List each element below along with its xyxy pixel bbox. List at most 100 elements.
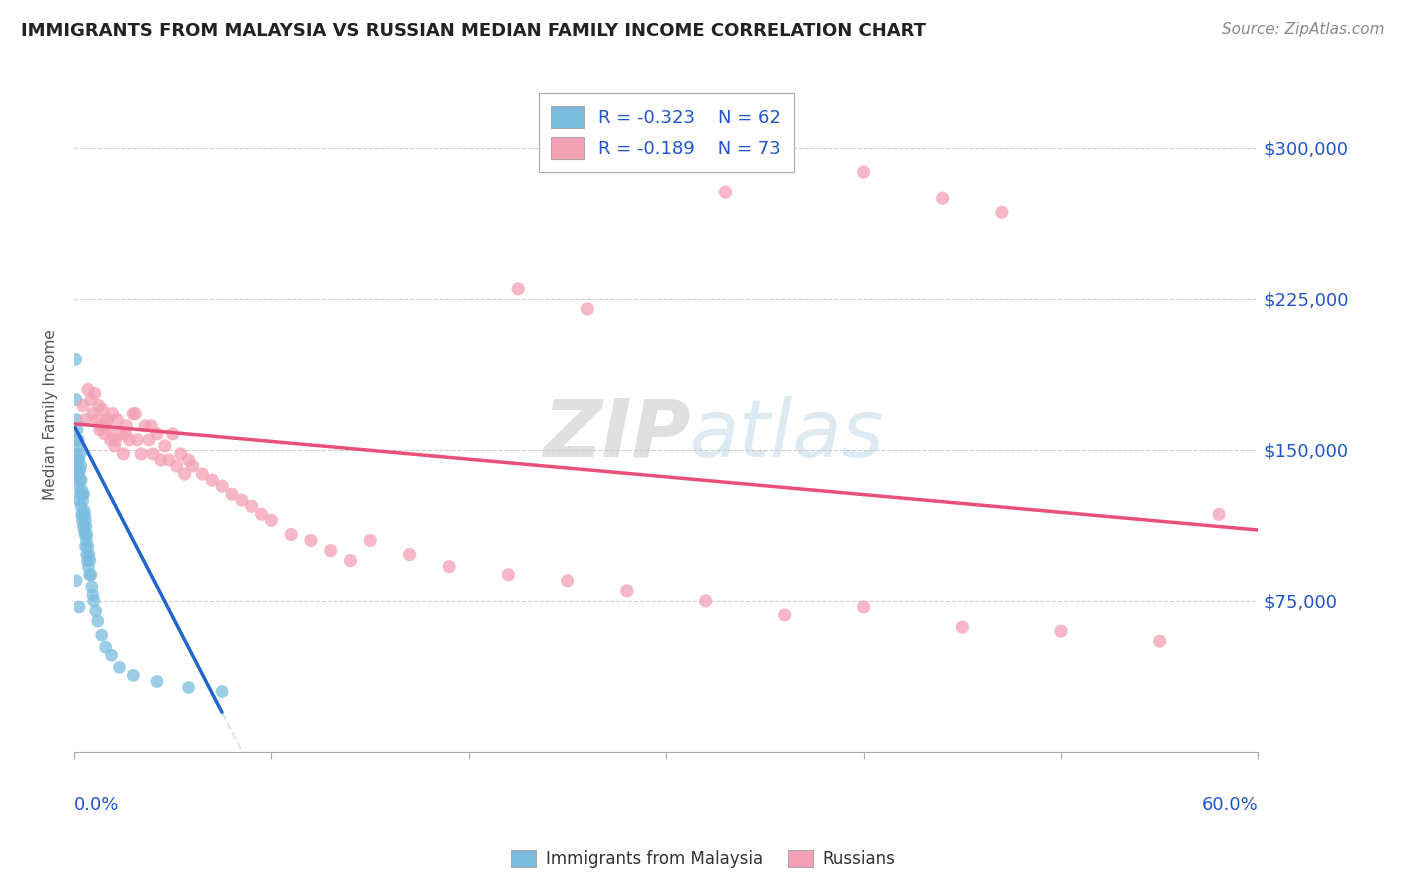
Point	[70, 473, 93, 487]
Point	[107, 413, 129, 427]
Point	[852, 165, 875, 179]
Point	[80, 580, 103, 594]
Point	[260, 513, 283, 527]
Point	[398, 548, 420, 562]
Point	[103, 439, 125, 453]
Point	[250, 508, 273, 522]
Point	[1208, 508, 1230, 522]
Point	[83, 386, 105, 401]
Point	[319, 543, 342, 558]
Point	[82, 407, 104, 421]
Point	[773, 607, 796, 622]
Point	[149, 453, 172, 467]
Point	[122, 668, 145, 682]
Point	[82, 588, 104, 602]
Point	[75, 513, 97, 527]
Point	[65, 352, 87, 367]
Point	[75, 533, 97, 548]
Point	[240, 500, 263, 514]
Point	[177, 453, 200, 467]
Point	[86, 413, 108, 427]
Point	[67, 599, 90, 614]
Point	[69, 487, 91, 501]
Point	[695, 594, 717, 608]
Point	[122, 407, 145, 421]
Point	[104, 433, 127, 447]
Point	[76, 548, 98, 562]
Point	[70, 487, 93, 501]
Point	[97, 413, 120, 427]
Point	[73, 413, 96, 427]
Point	[65, 413, 87, 427]
Text: atlas: atlas	[690, 396, 884, 474]
Point	[70, 500, 93, 514]
Point	[77, 559, 100, 574]
Point	[166, 458, 188, 473]
Point	[112, 447, 135, 461]
Point	[339, 554, 361, 568]
Point	[173, 467, 195, 481]
Y-axis label: Median Family Income: Median Family Income	[44, 329, 58, 500]
Point	[97, 423, 120, 437]
Point	[79, 554, 101, 568]
Point	[101, 407, 124, 421]
Point	[437, 559, 460, 574]
Point	[142, 447, 165, 461]
Point	[498, 567, 520, 582]
Point	[162, 426, 184, 441]
Point	[950, 620, 973, 634]
Point	[1050, 624, 1073, 639]
Point	[211, 479, 233, 493]
Point	[138, 433, 160, 447]
Point	[108, 660, 131, 674]
Text: 0.0%: 0.0%	[75, 796, 120, 814]
Point	[231, 493, 253, 508]
Point	[72, 487, 94, 501]
Point	[72, 508, 94, 522]
Point	[114, 426, 136, 441]
Point	[100, 648, 122, 663]
Legend: R = -0.323    N = 62, R = -0.189    N = 73: R = -0.323 N = 62, R = -0.189 N = 73	[538, 93, 794, 171]
Point	[714, 185, 737, 199]
Point	[931, 191, 953, 205]
Point	[75, 519, 97, 533]
Point	[557, 574, 579, 588]
Point	[359, 533, 381, 548]
Point	[70, 483, 93, 498]
Text: IMMIGRANTS FROM MALAYSIA VS RUSSIAN MEDIAN FAMILY INCOME CORRELATION CHART: IMMIGRANTS FROM MALAYSIA VS RUSSIAN MEDI…	[21, 22, 927, 40]
Point	[508, 282, 530, 296]
Point	[299, 533, 322, 548]
Legend: Immigrants from Malaysia, Russians: Immigrants from Malaysia, Russians	[503, 843, 903, 875]
Point	[280, 527, 302, 541]
Point	[991, 205, 1014, 219]
Point	[201, 473, 224, 487]
Point	[90, 628, 112, 642]
Point	[72, 399, 94, 413]
Point	[157, 453, 180, 467]
Point	[118, 433, 141, 447]
Point	[66, 447, 89, 461]
Point	[177, 681, 200, 695]
Point	[211, 684, 233, 698]
Point	[181, 458, 204, 473]
Point	[66, 439, 89, 453]
Point	[1149, 634, 1171, 648]
Point	[76, 554, 98, 568]
Point	[139, 418, 162, 433]
Point	[67, 479, 90, 493]
Point	[83, 594, 105, 608]
Point	[65, 574, 87, 588]
Point	[66, 458, 89, 473]
Point	[77, 383, 100, 397]
Point	[93, 426, 115, 441]
Point	[90, 418, 112, 433]
Point	[73, 527, 96, 541]
Point	[127, 433, 149, 447]
Point	[616, 583, 638, 598]
Point	[72, 519, 94, 533]
Point	[576, 301, 599, 316]
Point	[75, 540, 97, 554]
Point	[79, 567, 101, 582]
Point	[115, 418, 138, 433]
Point	[110, 426, 132, 441]
